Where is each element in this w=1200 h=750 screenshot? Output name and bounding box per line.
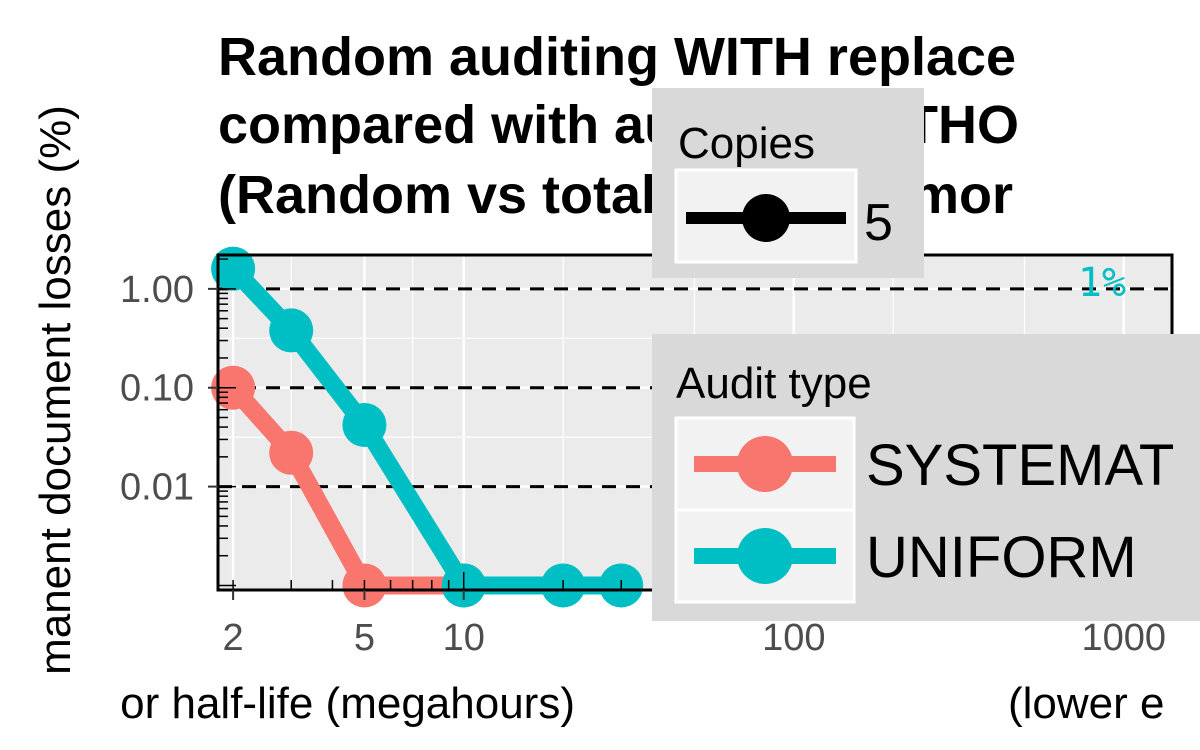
legend-copies: Copies 5 [652,88,924,278]
x-tick-label: 5 [354,617,375,659]
series-line-systemat [224,378,473,595]
legend-label-uniform: UNIFORM [866,525,1137,590]
legend-uniform-point [737,528,793,584]
data-point-uniform [211,246,256,291]
legend-label-systemat: SYSTEMAT [866,433,1174,498]
legend-copies-point [742,194,790,242]
tick-layer: 2 5 10 100 1000 1.00 0.10 0.01 [120,269,1166,659]
title-line-1: Random auditing WITH replace [218,27,1016,87]
y-tick-label: 1.00 [120,269,194,311]
series-layer [211,246,644,608]
legend-copies-title: Copies [678,119,815,168]
annotation-1pct: 1% [1078,260,1126,306]
x-tick-label: 100 [762,617,825,659]
legend-systemat-point [737,436,793,492]
x-tick-label: 2 [223,617,244,659]
legend-copies-value: 5 [864,194,893,252]
x-axis-title-right: (lower e [1008,679,1165,728]
data-point-systemat [269,430,314,475]
data-point-uniform [342,402,387,447]
y-axis-title: manent document losses (%) [31,105,80,675]
legend-audit-type: Audit type SYSTEMAT UNIFORM [652,334,1200,621]
y-tick-label: 0.10 [120,368,194,410]
x-axis-title-left: or half-life (megahours) [120,679,575,728]
x-tick-label: 10 [443,617,485,659]
data-point-uniform [269,308,314,353]
legend-audit-title: Audit type [676,359,872,408]
y-tick-label: 0.01 [120,467,194,509]
x-tick-label: 1000 [1082,617,1167,659]
